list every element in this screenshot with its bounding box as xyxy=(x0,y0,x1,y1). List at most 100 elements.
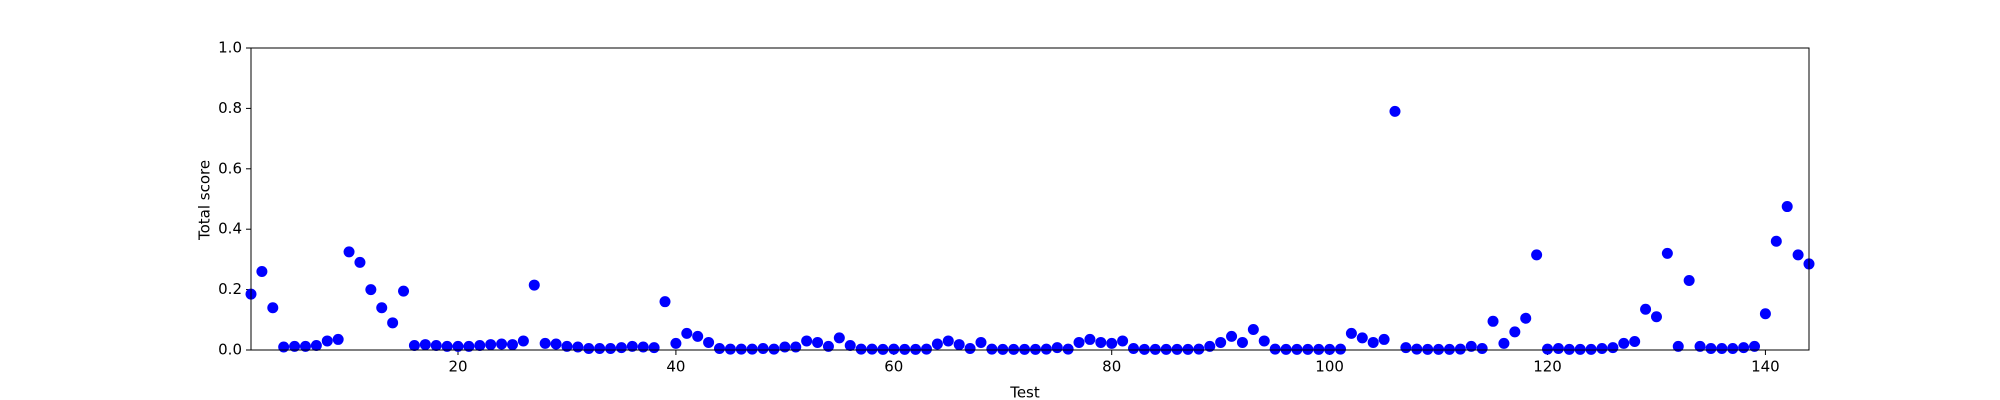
data-point xyxy=(681,327,693,339)
data-point xyxy=(1029,343,1041,355)
data-point xyxy=(605,342,617,354)
data-point xyxy=(626,340,638,352)
data-point xyxy=(1215,336,1227,348)
x-tick-label: 120 xyxy=(1533,358,1562,376)
y-tick-label: 1.0 xyxy=(218,39,242,57)
data-point xyxy=(1792,249,1804,261)
data-point xyxy=(953,339,965,351)
data-point xyxy=(1629,336,1641,348)
data-point xyxy=(485,339,497,351)
x-tick-label: 100 xyxy=(1315,358,1344,376)
data-point xyxy=(1269,343,1281,355)
data-point xyxy=(496,338,508,350)
data-point xyxy=(387,317,399,329)
data-point xyxy=(1193,343,1205,355)
data-point xyxy=(1640,303,1652,315)
data-point xyxy=(615,342,627,354)
data-point xyxy=(1618,337,1630,349)
data-point xyxy=(299,340,311,352)
data-point xyxy=(572,341,584,353)
data-point xyxy=(1683,275,1695,287)
data-point xyxy=(1095,336,1107,348)
data-point xyxy=(408,339,420,351)
data-point xyxy=(474,339,486,351)
data-point xyxy=(1356,332,1368,344)
x-tick-label: 140 xyxy=(1751,358,1780,376)
y-tick-label: 0.6 xyxy=(218,159,242,177)
data-point xyxy=(1465,340,1477,352)
data-point xyxy=(1607,342,1619,354)
data-point xyxy=(866,343,878,355)
data-point xyxy=(659,296,671,308)
x-axis-label: Test xyxy=(1009,384,1040,400)
data-point xyxy=(1138,343,1150,355)
data-point xyxy=(561,340,573,352)
data-point xyxy=(1280,343,1292,355)
data-point xyxy=(779,341,791,353)
y-tick-label: 0.2 xyxy=(218,280,242,298)
data-point xyxy=(1411,343,1423,355)
data-point xyxy=(1443,343,1455,355)
plot-frame xyxy=(250,47,1810,351)
data-point xyxy=(1236,336,1248,348)
data-point xyxy=(1040,343,1052,355)
data-point xyxy=(365,284,377,296)
data-point xyxy=(321,335,333,347)
data-point xyxy=(354,256,366,268)
data-point xyxy=(877,343,889,355)
data-point xyxy=(1051,342,1063,354)
data-point xyxy=(419,339,431,351)
data-point xyxy=(1019,343,1031,355)
data-point xyxy=(517,335,529,347)
data-point xyxy=(1661,247,1673,259)
y-tick-label: 0.8 xyxy=(218,99,242,117)
data-point xyxy=(1585,343,1597,355)
data-point xyxy=(822,340,834,352)
data-point xyxy=(1313,343,1325,355)
data-point xyxy=(1378,333,1390,345)
data-point xyxy=(1171,343,1183,355)
y-tick-label: 0.4 xyxy=(218,220,242,238)
data-point xyxy=(931,338,943,350)
data-point xyxy=(1563,343,1575,355)
y-tick-label: 0.0 xyxy=(218,341,242,359)
data-point xyxy=(942,335,954,347)
data-point xyxy=(539,337,551,349)
data-point xyxy=(256,265,268,277)
data-point xyxy=(1672,340,1684,352)
data-point xyxy=(1324,343,1336,355)
data-point xyxy=(703,336,715,348)
data-point xyxy=(1509,326,1521,338)
data-point xyxy=(899,343,911,355)
data-point xyxy=(1258,335,1270,347)
data-point xyxy=(430,339,442,351)
data-point xyxy=(1781,201,1793,213)
data-point xyxy=(1073,336,1085,348)
data-point xyxy=(376,302,388,314)
data-point xyxy=(550,338,562,350)
data-point xyxy=(997,343,1009,355)
data-point xyxy=(583,342,595,354)
data-point xyxy=(1117,335,1129,347)
data-point xyxy=(1749,340,1761,352)
data-point xyxy=(1422,343,1434,355)
data-point xyxy=(768,343,780,355)
data-point xyxy=(1487,315,1499,327)
data-point xyxy=(1291,343,1303,355)
data-point xyxy=(1531,249,1543,261)
data-point xyxy=(398,285,410,297)
data-point xyxy=(1542,343,1554,355)
data-point xyxy=(790,341,802,353)
data-point xyxy=(1705,342,1717,354)
data-point xyxy=(1454,343,1466,355)
data-point xyxy=(964,342,976,354)
data-point xyxy=(1062,343,1074,355)
data-point xyxy=(332,333,344,345)
data-point xyxy=(1759,308,1771,320)
data-point xyxy=(1574,343,1586,355)
data-point xyxy=(713,342,725,354)
data-point xyxy=(1476,342,1488,354)
data-point xyxy=(1596,342,1608,354)
data-point xyxy=(267,302,279,314)
